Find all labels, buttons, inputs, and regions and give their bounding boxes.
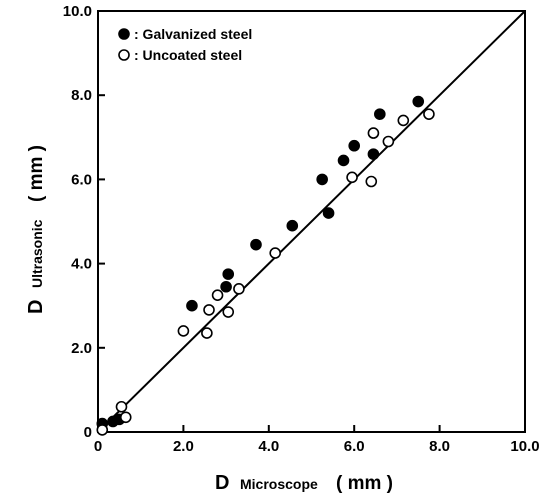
- uncoated-steel-point: [203, 304, 215, 316]
- y-tick-label: 0: [84, 424, 92, 441]
- y-tick-label: 4.0: [71, 256, 92, 273]
- x-axis-label-sub: Microscope: [240, 476, 318, 492]
- galvanized-steel-point: [186, 299, 198, 312]
- uncoated-steel-point: [211, 289, 224, 301]
- galvanized-steel-point: [322, 207, 335, 219]
- uncoated-steel-point: [177, 325, 190, 337]
- uncoated-steel-point: [423, 108, 435, 120]
- legend-label-uncoated: : Uncoated steel: [134, 47, 242, 63]
- x-tick-label: 10.0: [510, 438, 539, 455]
- x-axis-label-unit: ( mm ): [336, 473, 393, 494]
- y-tick-label: 8.0: [71, 87, 92, 104]
- uncoated-steel-point: [382, 135, 395, 148]
- galvanized-steel-point: [412, 95, 425, 108]
- galvanized-steel-point: [250, 238, 262, 251]
- legend-label-galvanized: : Galvanized steel: [134, 26, 252, 42]
- galvanized-steel-point: [367, 148, 380, 160]
- uncoated-steel-point: [115, 400, 128, 413]
- galvanized-steel-point: [316, 173, 328, 186]
- uncoated-steel-point: [222, 306, 235, 318]
- y-tick-label: 10.0: [63, 3, 92, 20]
- galvanized-steel-point: [348, 139, 361, 152]
- y-axis-ticks: 0 2.0 4.0 6.0 8.0 10.0: [63, 3, 105, 441]
- x-axis-title: D Microscope ( mm ): [215, 472, 393, 494]
- uncoated-steel-point: [201, 327, 213, 339]
- legend: : Galvanized steel : Uncoated steel: [118, 26, 252, 63]
- uncoated-steel-point: [96, 424, 109, 436]
- y-tick-label: 6.0: [71, 171, 92, 188]
- x-tick-label: 4.0: [258, 438, 279, 455]
- data-markers: [96, 95, 435, 436]
- legend-marker-uncoated: [118, 49, 130, 61]
- x-axis-ticks: 0 2.0 4.0 6.0 8.0 10.0: [94, 425, 540, 455]
- y-axis-label-main: D: [25, 300, 47, 314]
- uncoated-steel-point: [365, 175, 378, 188]
- y-axis-title: D Ultrasonic ( mm ): [25, 145, 47, 314]
- x-tick-label: 0: [94, 438, 102, 455]
- uncoated-steel-point: [233, 283, 245, 295]
- x-tick-label: 6.0: [344, 438, 365, 455]
- galvanized-steel-point: [222, 268, 235, 280]
- y-axis-label-sub: Ultrasonic: [29, 219, 45, 288]
- reference-line: [97, 10, 526, 433]
- x-tick-label: 8.0: [429, 438, 450, 455]
- y-tick-label: 2.0: [71, 340, 92, 357]
- legend-marker-galvanized: [118, 28, 130, 40]
- galvanized-steel-point: [286, 219, 299, 232]
- plot-area: 0 2.0 4.0 6.0 8.0 10.0 0 2.0 4.0 6.0 8.0 10.0: [63, 3, 540, 455]
- plot-frame: [97, 10, 526, 433]
- galvanized-steel-point: [220, 280, 232, 293]
- uncoated-steel-point: [346, 171, 358, 184]
- uncoated-steel-point: [397, 114, 410, 127]
- galvanized-steel-point: [337, 154, 350, 167]
- x-axis-label-main: D: [215, 472, 229, 494]
- uncoated-steel-point: [367, 127, 380, 139]
- uncoated-steel-point: [269, 247, 282, 259]
- uncoated-steel-point: [119, 411, 132, 424]
- galvanized-steel-point: [374, 108, 386, 120]
- y-axis-label-unit: ( mm ): [26, 145, 47, 202]
- x-tick-label: 2.0: [173, 438, 194, 455]
